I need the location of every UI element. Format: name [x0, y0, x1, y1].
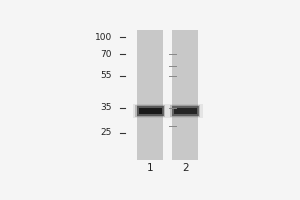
Text: 1: 1 — [147, 163, 154, 173]
FancyBboxPatch shape — [133, 104, 168, 118]
FancyBboxPatch shape — [135, 105, 165, 117]
FancyBboxPatch shape — [137, 106, 164, 116]
Text: 35: 35 — [100, 103, 112, 112]
Text: 2: 2 — [182, 163, 188, 173]
FancyBboxPatch shape — [170, 105, 200, 117]
Text: 70: 70 — [100, 50, 112, 59]
FancyBboxPatch shape — [168, 104, 202, 118]
FancyBboxPatch shape — [173, 108, 197, 114]
FancyBboxPatch shape — [172, 106, 199, 116]
FancyBboxPatch shape — [172, 30, 198, 160]
Text: 100: 100 — [95, 33, 112, 42]
FancyBboxPatch shape — [137, 30, 163, 160]
Text: 25: 25 — [100, 128, 112, 137]
FancyBboxPatch shape — [139, 108, 162, 114]
Text: 55: 55 — [100, 71, 112, 80]
